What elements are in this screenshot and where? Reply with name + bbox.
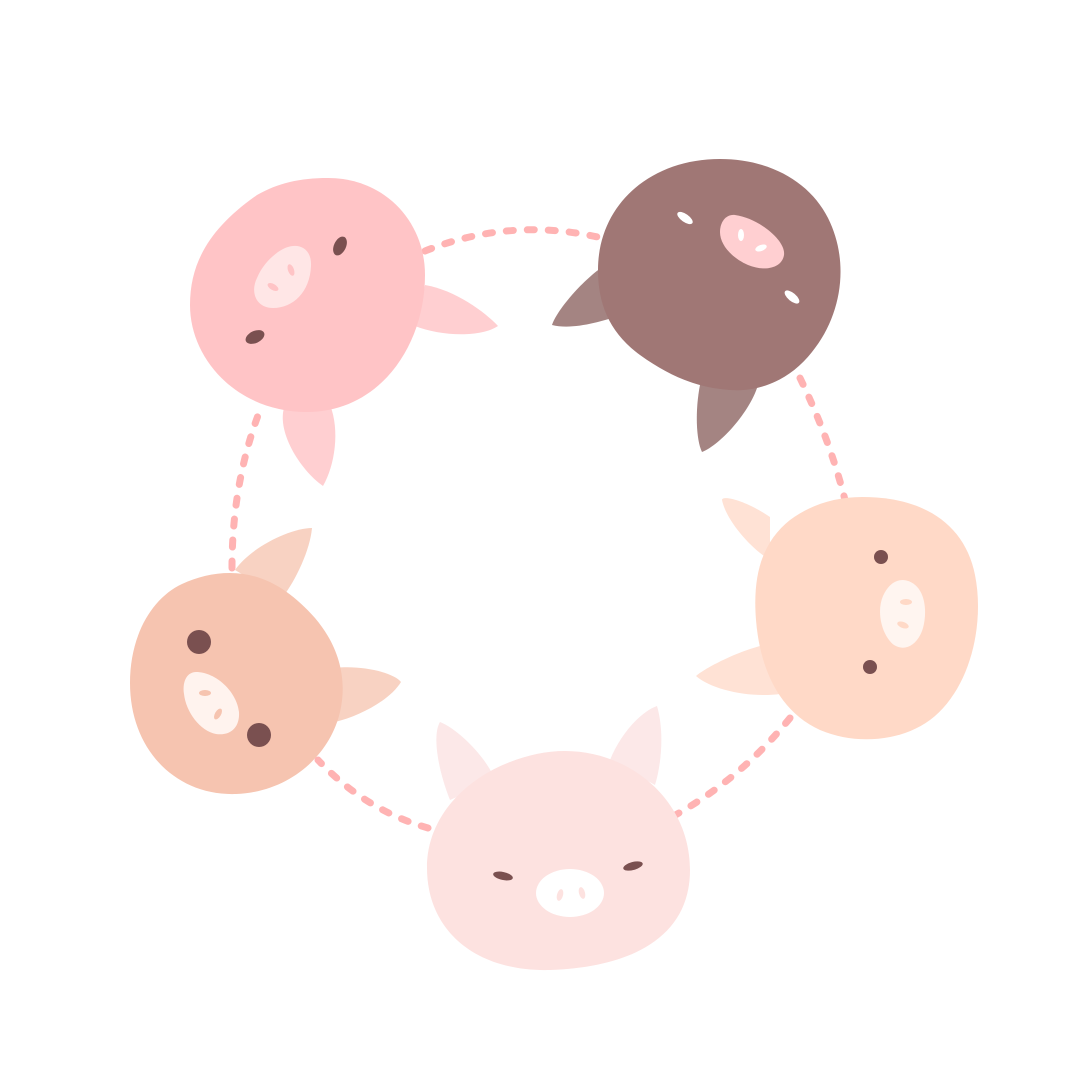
pig-head-icon <box>190 178 498 486</box>
pig-head-icon <box>552 159 841 452</box>
pig-head-icon <box>696 497 978 740</box>
dotted-ring-icon <box>228 226 849 832</box>
pig-head-icon <box>130 528 401 795</box>
pig-head-icon <box>427 706 690 971</box>
